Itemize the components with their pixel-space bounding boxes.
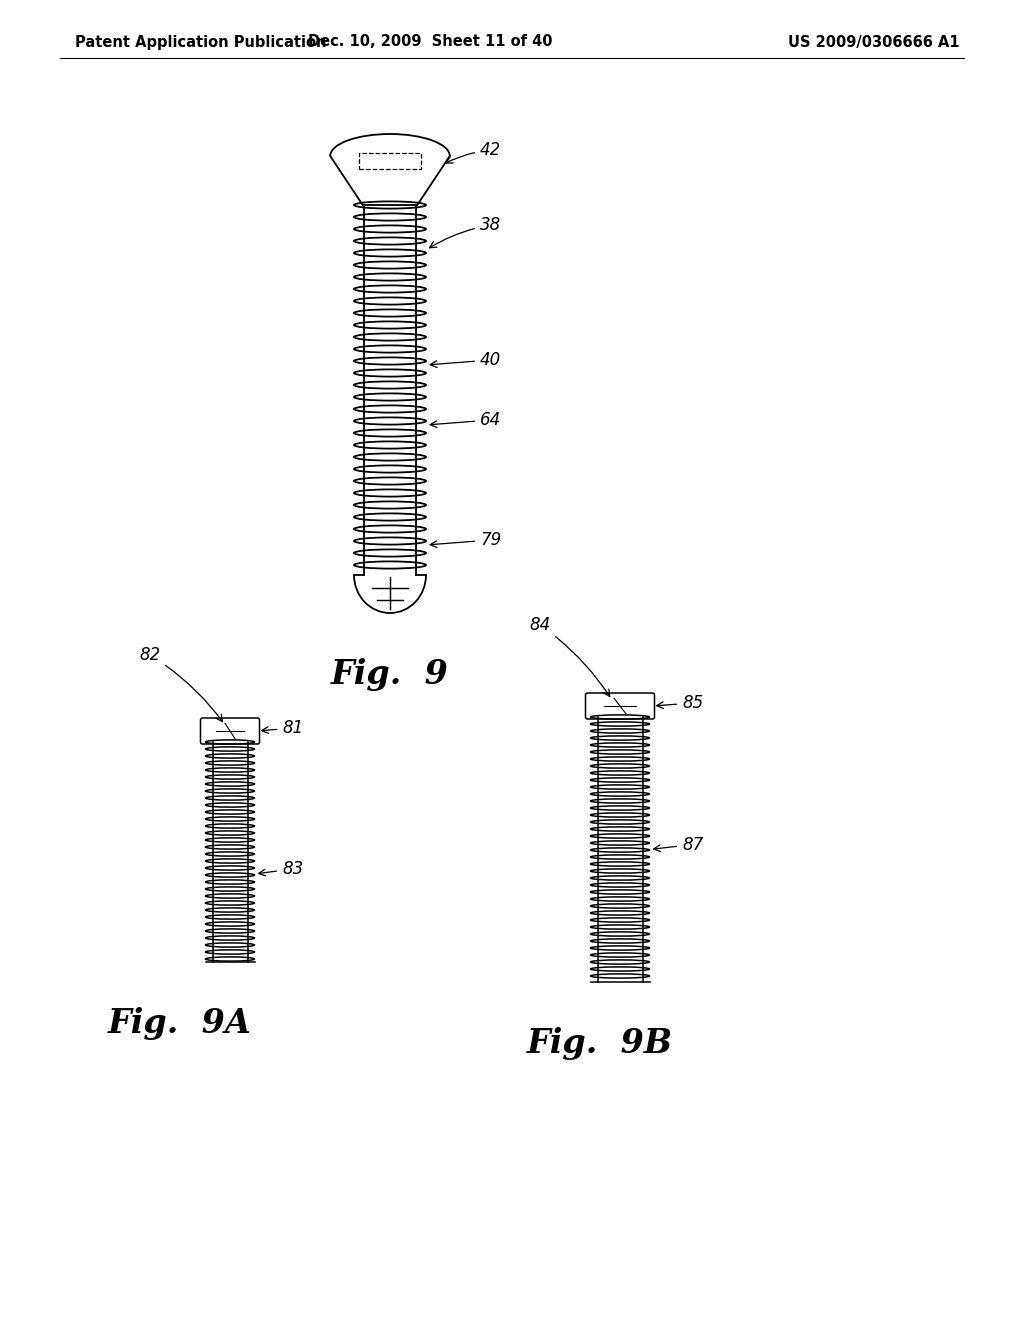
Text: Patent Application Publication: Patent Application Publication (75, 34, 327, 49)
Text: 79: 79 (430, 531, 502, 549)
Text: Dec. 10, 2009  Sheet 11 of 40: Dec. 10, 2009 Sheet 11 of 40 (308, 34, 552, 49)
Text: 84: 84 (529, 616, 609, 697)
Text: 42: 42 (445, 141, 502, 164)
Text: Fig.  9: Fig. 9 (331, 657, 449, 690)
Text: 81: 81 (262, 719, 303, 737)
Text: 40: 40 (430, 351, 502, 370)
Text: US 2009/0306666 A1: US 2009/0306666 A1 (788, 34, 961, 49)
Text: 38: 38 (429, 216, 502, 248)
Text: 85: 85 (656, 694, 703, 711)
Text: 83: 83 (259, 861, 303, 878)
Text: Fig.  9A: Fig. 9A (109, 1007, 252, 1040)
Text: 64: 64 (430, 411, 502, 429)
Text: 87: 87 (653, 836, 703, 854)
Text: Fig.  9B: Fig. 9B (527, 1027, 673, 1060)
Text: 82: 82 (139, 645, 222, 722)
Bar (358, 153, 421, 169)
